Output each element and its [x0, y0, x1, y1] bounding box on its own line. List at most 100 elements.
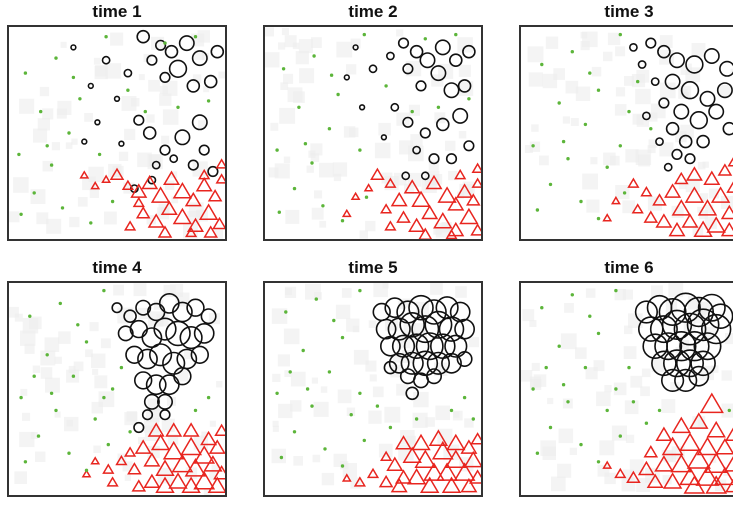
dot-marker	[102, 395, 106, 400]
background-speckle	[285, 288, 292, 295]
background-speckle	[365, 220, 376, 232]
triangle-marker	[379, 203, 393, 214]
dot-marker	[548, 182, 553, 187]
background-speckle	[615, 46, 626, 57]
background-speckle	[298, 39, 313, 54]
background-speckle	[528, 72, 543, 87]
panel-frame	[7, 25, 227, 241]
circle-marker	[174, 129, 191, 146]
background-speckle	[113, 284, 124, 296]
triangle-marker	[423, 462, 445, 481]
triangle-marker	[456, 183, 474, 198]
dot-marker	[727, 408, 731, 413]
background-speckle	[586, 199, 600, 213]
dot-marker	[605, 165, 609, 169]
background-speckle	[117, 307, 134, 324]
triangle-marker	[81, 469, 92, 478]
background-speckle	[352, 325, 360, 333]
panel-plot-area	[8, 283, 226, 496]
dot-marker	[531, 387, 535, 391]
triangle-marker	[184, 191, 202, 207]
dot-marker	[414, 417, 419, 421]
background-speckle	[711, 365, 719, 373]
dot-marker	[358, 391, 362, 395]
dot-marker	[71, 75, 76, 80]
background-speckle	[635, 149, 652, 165]
background-speckle	[413, 391, 429, 408]
background-speckle	[382, 282, 389, 289]
dot-marker	[566, 400, 570, 404]
circle-marker	[400, 351, 424, 375]
background-speckle	[335, 304, 351, 320]
background-speckle	[392, 354, 402, 363]
dot-marker	[657, 408, 662, 413]
dot-marker	[310, 404, 314, 408]
background-speckle	[192, 74, 202, 83]
background-speckle	[611, 425, 627, 441]
background-speckle	[54, 411, 61, 418]
circle-marker	[143, 393, 160, 410]
background-speckle	[32, 365, 41, 373]
circle-marker	[650, 77, 660, 86]
background-speckle	[203, 488, 212, 496]
background-speckle	[66, 419, 73, 427]
circle-marker	[405, 386, 420, 401]
circle-marker	[693, 332, 722, 361]
circle-marker	[689, 110, 708, 130]
background-speckle	[51, 142, 60, 151]
triangle-marker	[207, 476, 226, 494]
dot-marker	[17, 152, 21, 157]
circle-marker	[448, 53, 463, 68]
circle-marker	[449, 301, 471, 323]
background-speckle	[630, 375, 643, 388]
triangle-marker	[727, 157, 733, 167]
background-speckle	[641, 368, 651, 378]
triangle-marker	[90, 456, 101, 465]
background-speckle	[201, 53, 209, 61]
dot-marker	[471, 417, 475, 421]
panel-4	[7, 281, 227, 497]
background-speckle	[314, 190, 323, 199]
triangle-marker	[186, 217, 205, 233]
panel-title: time 2	[348, 2, 398, 21]
circle-marker	[210, 44, 225, 59]
background-speckle	[648, 112, 658, 122]
dot-marker	[104, 35, 108, 39]
triangle-marker	[171, 453, 194, 473]
dot-marker	[119, 365, 124, 370]
background-speckle	[624, 325, 633, 335]
dot-marker	[327, 370, 332, 374]
circle-marker	[113, 95, 121, 103]
triangle-marker	[378, 474, 394, 488]
triangle-marker	[681, 213, 699, 228]
background-speckle	[596, 391, 611, 407]
background-speckle	[575, 347, 587, 359]
background-speckle	[122, 461, 133, 472]
dot-marker	[531, 144, 535, 148]
background-speckle	[311, 377, 318, 384]
background-speckle	[319, 220, 327, 228]
triangle-marker	[208, 439, 226, 454]
background-speckle	[396, 112, 410, 126]
background-speckle	[396, 383, 409, 396]
circle-marker	[665, 121, 680, 136]
circle-marker	[352, 44, 359, 51]
circle-marker	[690, 350, 716, 377]
triangle-marker	[363, 183, 374, 192]
background-speckle	[37, 118, 50, 131]
dot-marker	[614, 288, 618, 293]
dot-marker	[54, 56, 58, 60]
background-speckle	[281, 28, 289, 36]
triangle-marker	[184, 226, 198, 238]
triangle-marker	[602, 213, 613, 222]
dot-marker	[596, 88, 601, 92]
background-speckle	[625, 149, 639, 163]
background-speckle	[138, 307, 150, 319]
background-speckle	[458, 64, 471, 77]
background-speckle	[271, 448, 286, 464]
dot-marker	[596, 331, 601, 336]
circle-marker	[81, 138, 88, 145]
triangle-marker	[168, 472, 188, 489]
background-speckle	[84, 113, 93, 122]
background-speckle	[702, 161, 709, 168]
